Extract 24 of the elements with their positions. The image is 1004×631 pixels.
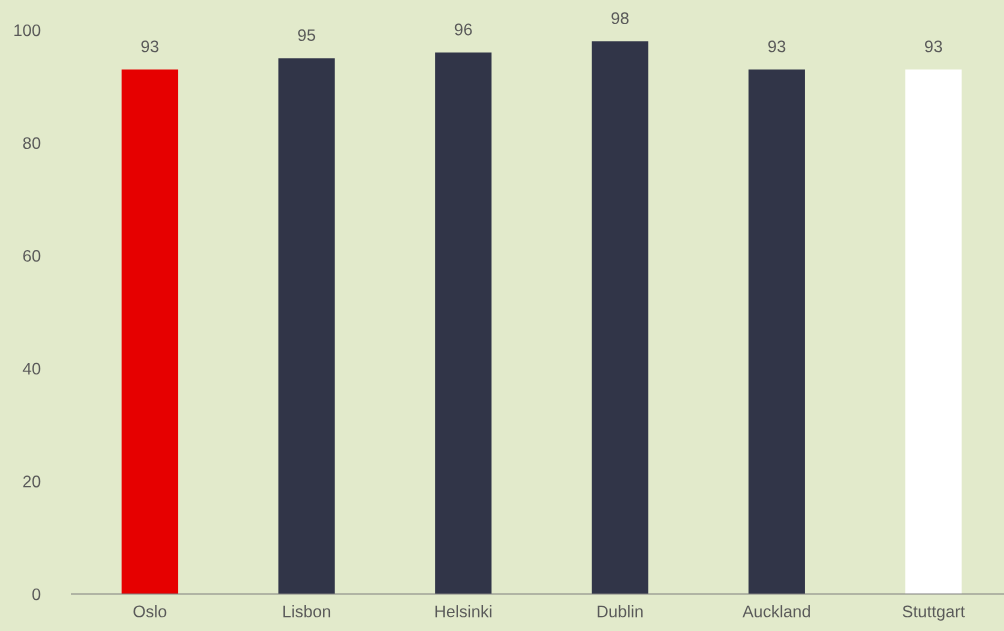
- bar: [278, 58, 335, 594]
- y-tick-label: 80: [23, 137, 41, 149]
- x-tick-label: Stuttgart: [902, 605, 965, 621]
- x-tick-label: Oslo: [133, 605, 167, 618]
- bar: [905, 69, 962, 594]
- bar: [121, 69, 179, 594]
- data-label: 95: [298, 29, 316, 42]
- bar: [591, 41, 649, 594]
- data-label: 93: [924, 40, 943, 53]
- bar: [435, 52, 492, 594]
- data-label: 96: [454, 23, 472, 36]
- x-tick-label: Dublin: [597, 605, 643, 618]
- x-tick-label: Lisbon: [283, 605, 331, 618]
- x-tick-label: Helsinki: [435, 605, 492, 618]
- data-label: 98: [611, 12, 629, 25]
- y-tick-label: 20: [23, 475, 41, 488]
- bar: [748, 69, 805, 594]
- y-tick-label: 60: [23, 250, 41, 262]
- y-tick-label: 40: [22, 362, 41, 375]
- y-tick-label: 0: [32, 588, 41, 601]
- data-label: 93: [141, 40, 159, 53]
- x-tick-label: Auckland: [742, 605, 810, 618]
- y-tick-label: 100: [14, 24, 41, 37]
- data-label: 93: [768, 40, 786, 53]
